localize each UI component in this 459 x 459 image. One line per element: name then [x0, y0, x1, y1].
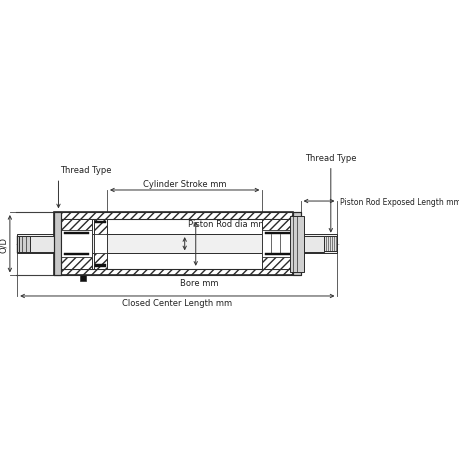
Text: Cylinder Stroke mm: Cylinder Stroke mm [143, 179, 226, 188]
Bar [17, 235, 337, 254]
Bar [54, 213, 293, 219]
Bar [289, 216, 303, 272]
Bar [95, 221, 106, 224]
Bar [300, 236, 324, 252]
Bar [293, 213, 300, 276]
Bar [54, 213, 293, 276]
Bar [64, 232, 89, 235]
Bar [62, 231, 92, 257]
Bar [54, 213, 62, 276]
Bar [262, 219, 293, 269]
Bar [293, 213, 300, 276]
Text: O/D: O/D [0, 236, 8, 252]
Bar [262, 231, 293, 257]
Text: Closed Center Length mm: Closed Center Length mm [122, 298, 232, 308]
Bar [54, 269, 293, 276]
Text: Thread Type: Thread Type [60, 165, 111, 174]
Bar [64, 254, 89, 256]
Text: Bore mm: Bore mm [180, 278, 218, 287]
Text: Piston Rod Exposed Length mm: Piston Rod Exposed Length mm [340, 197, 459, 206]
Bar [80, 276, 85, 281]
Bar [94, 219, 107, 269]
Text: Piston Rod dia mm: Piston Rod dia mm [188, 220, 266, 229]
Bar [62, 219, 92, 269]
Bar [265, 254, 290, 256]
Bar [95, 265, 106, 267]
Bar [17, 236, 54, 252]
Bar [54, 213, 62, 276]
Bar [324, 237, 337, 252]
Bar [94, 235, 107, 254]
Text: Thread Type: Thread Type [304, 154, 356, 162]
Bar [265, 232, 290, 235]
Bar [19, 236, 30, 252]
